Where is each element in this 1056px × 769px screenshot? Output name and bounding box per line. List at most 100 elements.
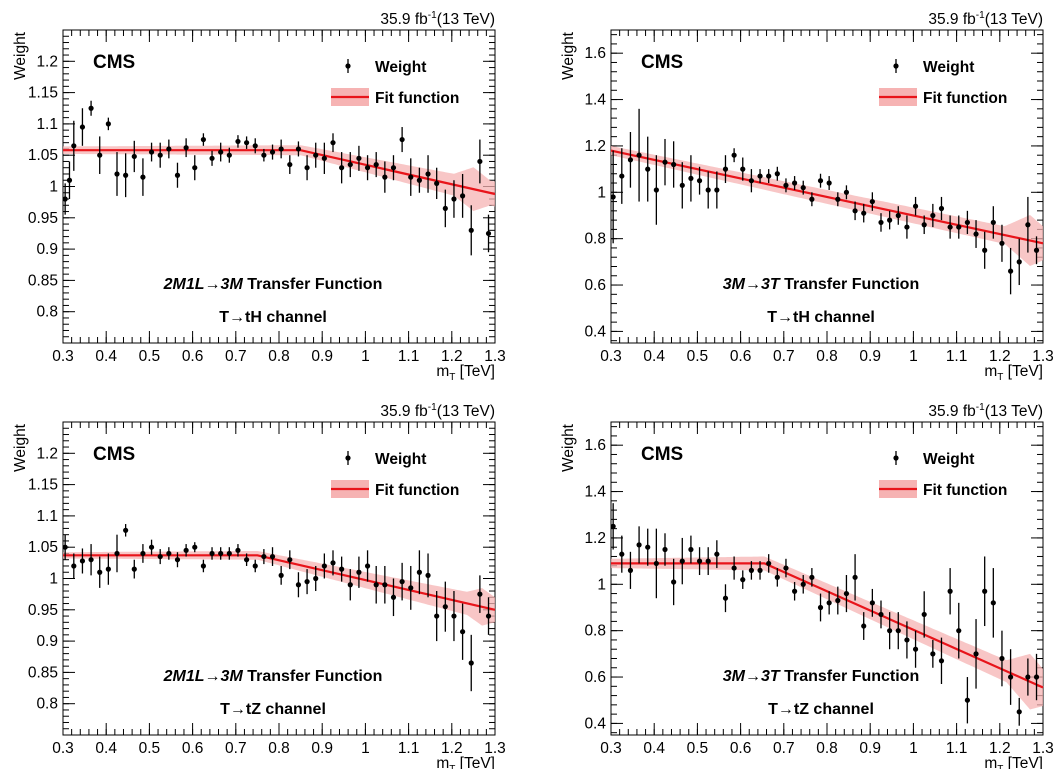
x-tick-label: 1 [909,740,918,757]
data-point [244,140,250,146]
x-tick-label: 0.5 [139,740,161,757]
fit-uncertainty-band [611,145,1043,266]
data-point [696,558,703,564]
data-point [1008,268,1014,274]
x-tick-label: 0.9 [859,740,881,757]
data-point [645,166,651,172]
annotation-arrow: → [205,668,221,685]
fit-function-line [610,149,1044,245]
data-point [140,550,146,557]
data-point [304,165,310,171]
lumi-exponent: -1 [976,402,985,413]
data-point [252,563,258,569]
x-tick-label: 0.9 [859,348,881,365]
x-tick-label: 1.3 [1032,740,1054,757]
data-point [636,152,642,158]
data-point [930,651,936,657]
legend-label-fit: Fit function [923,482,1007,499]
annotation-channel: T→tH channel [219,309,327,326]
data-point [766,173,772,179]
data-point [131,153,137,160]
experiment-label: CMS [93,52,135,73]
y-tick-label: 0.8 [584,231,606,248]
data-point [269,149,276,155]
data-point [800,185,806,191]
data-point [999,655,1005,662]
data-point [679,182,685,188]
data-point [295,582,302,588]
data-point [671,579,677,585]
annotation-channel: T→tH channel [767,309,875,326]
chart-panel-3: 35.9 fb-1(13 TeV) Weight mT [TeV] 0.3 0.4 0.5… [12,402,506,769]
annotation-transfer-text: Transfer Function [780,276,920,293]
data-point [887,628,893,634]
data-point [226,152,232,158]
data-point [97,152,103,158]
x-axis-symbol: m [984,755,997,769]
data-point [321,563,327,569]
data-point [662,546,668,553]
data-point [964,219,971,226]
y-axis-title: Weight [12,31,29,80]
x-tick-label: 0.9 [311,348,333,365]
data-point [460,629,466,635]
data-point [79,124,86,130]
data-point [416,177,422,183]
lumi-energy: (13 TeV) [437,403,495,420]
data-point [313,152,319,158]
data-point [740,166,746,172]
annotation-transfer-function: 3M→3T Transfer Function [723,276,919,293]
data-point [148,544,155,550]
data-point [140,174,146,180]
y-tick-label: 0.85 [28,272,58,289]
y-tick-label: 1.1 [36,508,58,525]
data-point [610,523,616,529]
annotation-transfer-function: 3M→3T Transfer Function [723,668,919,685]
data-point [183,547,189,553]
legend-marker-point [893,455,899,461]
data-point [869,198,875,205]
y-tick-label: 0.9 [36,241,58,258]
data-point [269,553,276,560]
data-point [287,161,293,168]
y-axis-title: Weight [12,423,29,472]
data-point [451,613,457,619]
data-point [66,177,73,183]
data-point [947,224,953,230]
x-tick-label: 1.1 [946,348,968,365]
data-point [619,173,625,179]
data-point [792,588,798,594]
fit-function-line [63,554,496,611]
y-tick-label: 1.4 [584,92,606,109]
legend-label-weight: Weight [375,59,426,76]
x-tick-label: 1.2 [989,348,1011,365]
x-tick-label: 0.8 [268,740,290,757]
data-point [852,208,858,214]
data-point [714,187,720,193]
x-tick-label: 0.7 [773,348,795,365]
data-point [468,227,474,233]
y-tick-label: 1.4 [584,484,606,501]
data-point [390,594,397,600]
data-point [399,579,405,585]
data-point [990,600,996,606]
data-point [287,557,293,563]
data-point [938,658,945,664]
data-point [209,155,215,161]
x-tick-label: 1.2 [441,740,463,757]
x-tick-label: 0.5 [687,348,709,365]
data-point [209,550,215,557]
y-tick-label: 0.4 [584,715,606,732]
y-tick-label: 0.8 [584,623,606,640]
data-point [627,567,634,573]
lumi-exponent: -1 [976,10,985,21]
annotation-transfer-function: 2M1L→3M Transfer Function [163,276,383,293]
chart-panel-4: 35.9 fb-1(13 TeV) Weight mT [TeV] 0.3 0.4 0.5… [560,402,1054,769]
experiment-label: CMS [93,444,135,465]
annotation-target-region: 3M [221,668,244,685]
data-point [731,152,737,158]
data-point [947,588,953,594]
data-point [339,566,345,572]
data-point [71,563,77,569]
annotation-source-region: 3M [723,668,746,685]
